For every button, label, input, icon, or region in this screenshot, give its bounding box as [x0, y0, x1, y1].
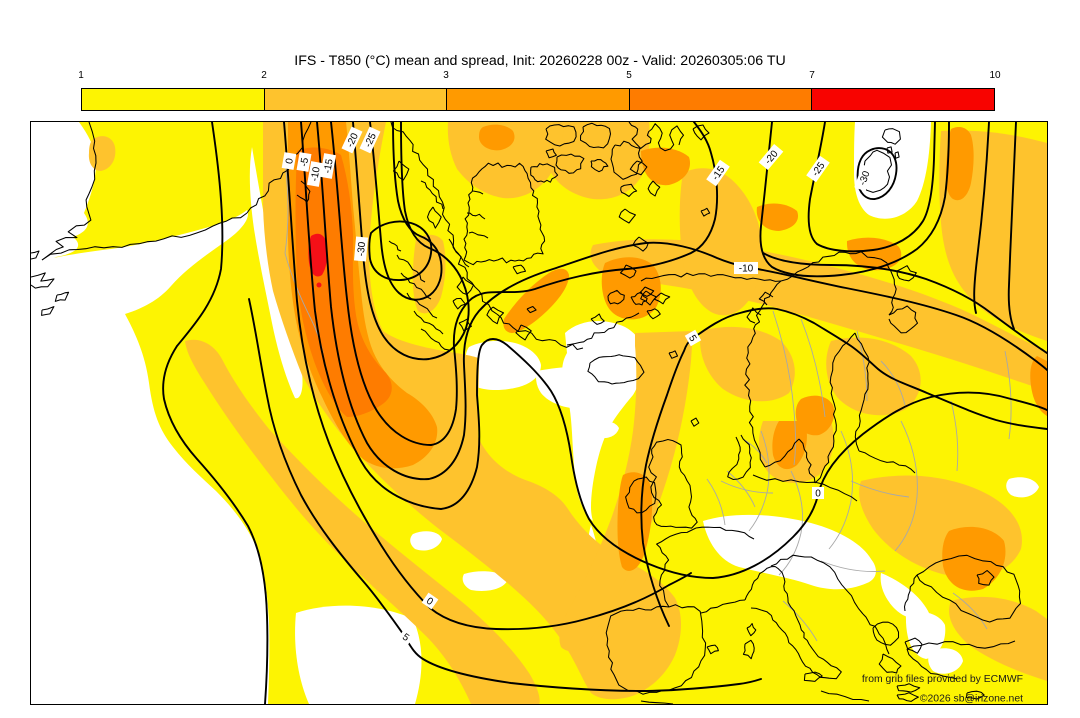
svg-text:©2026 sb@irizone.net: ©2026 sb@irizone.net — [920, 694, 1023, 705]
svg-text:-15: -15 — [322, 158, 335, 175]
svg-text:0: 0 — [284, 157, 296, 165]
svg-text:-10: -10 — [309, 166, 322, 183]
svg-text:-5: -5 — [299, 156, 311, 167]
svg-text:5: 5 — [400, 632, 411, 644]
svg-text:from grib files provided by EC: from grib files provided by ECMWF — [862, 674, 1023, 685]
svg-text:0: 0 — [815, 489, 821, 500]
svg-text:0: 0 — [424, 596, 435, 608]
svg-text:-10: -10 — [739, 264, 754, 275]
svg-text:5: 5 — [686, 333, 699, 344]
svg-text:-30: -30 — [356, 241, 368, 257]
svg-text:-30: -30 — [857, 169, 872, 187]
